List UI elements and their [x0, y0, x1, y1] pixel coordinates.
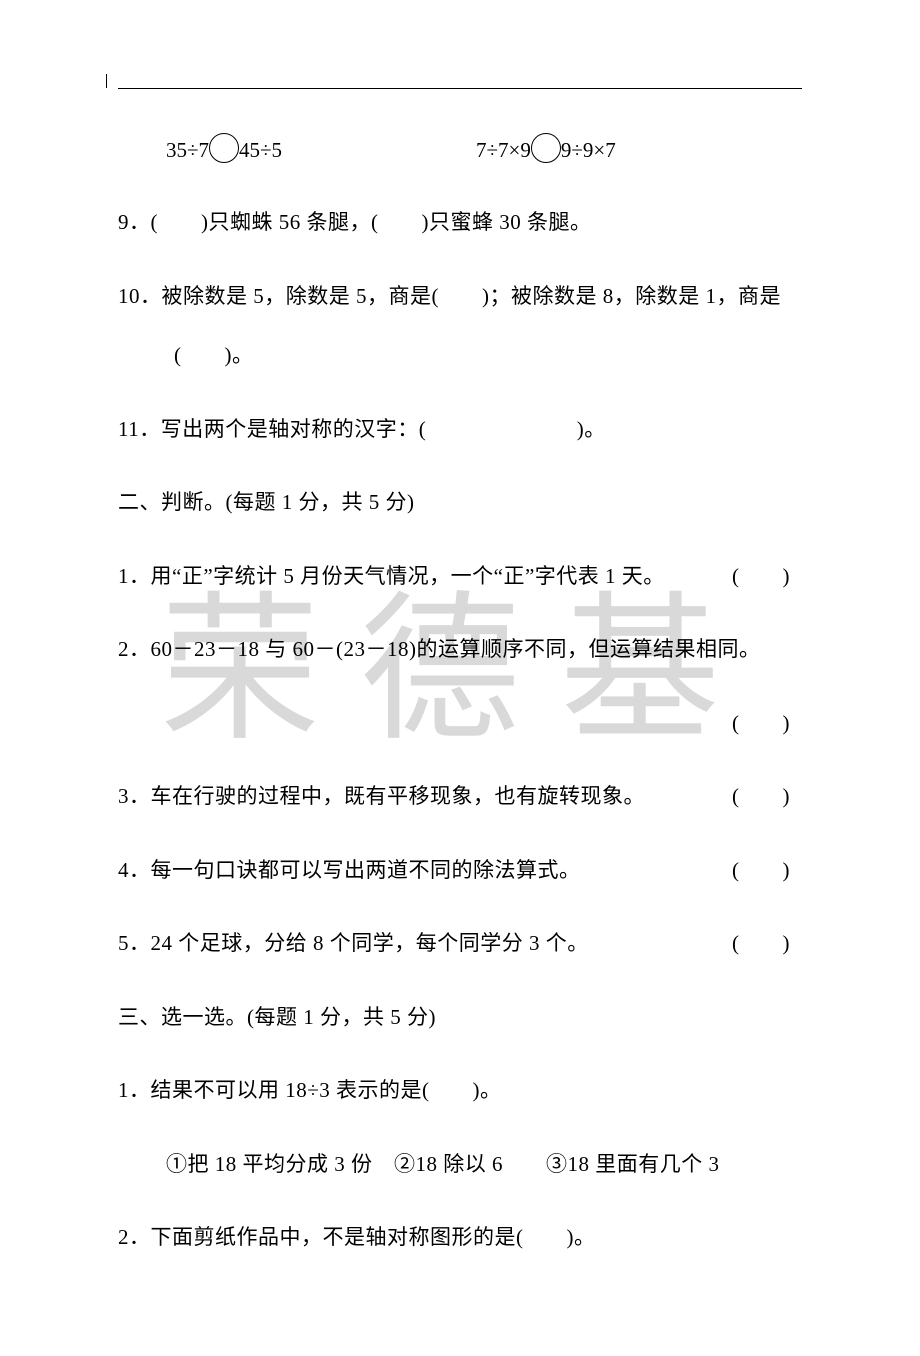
question-9: 9．( )只蜘蛛 56 条腿，( )只蜜蜂 30 条腿。: [118, 207, 802, 239]
section-3-heading: 三、选一选。(每题 1 分，共 5 分): [118, 1002, 802, 1034]
s2-q1-text: 1．用“正”字统计 5 月份天气情况，一个“正”字代表 1 天。: [118, 561, 732, 593]
s2-question-3: 3．车在行驶的过程中，既有平移现象，也有旋转现象。 ( ): [118, 781, 802, 813]
s2-q2-text: 2．60－23－18 与 60－(23－18)的运算顺序不同，但运算结果相同。: [118, 634, 802, 666]
s2-question-5: 5．24 个足球，分给 8 个同学，每个同学分 3 个。 ( ): [118, 928, 802, 960]
s2-q1-paren: ( ): [732, 561, 802, 593]
s2-q5-text: 5．24 个足球，分给 8 个同学，每个同学分 3 个。: [118, 928, 732, 960]
question-10-line2: ( )。: [118, 340, 802, 372]
s2-question-2-paren-row: ( ): [118, 708, 802, 740]
comparison-row: 35÷7 45÷5 7÷7×9 9÷9×7: [118, 135, 802, 165]
expr-left-b: 45÷5: [239, 138, 282, 163]
page-top-rule: [118, 88, 802, 89]
s2-q2-paren: ( ): [732, 708, 802, 740]
comparison-right: 7÷7×9 9÷9×7: [476, 135, 616, 165]
s2-q5-paren: ( ): [732, 928, 802, 960]
question-10-line1: 10．被除数是 5，除数是 5，商是( )；被除数是 8，除数是 1，商是: [118, 281, 802, 313]
s3-question-1: 1．结果不可以用 18÷3 表示的是( )。: [118, 1075, 802, 1107]
question-11: 11．写出两个是轴对称的汉字：( )。: [118, 414, 802, 446]
s2-q3-text: 3．车在行驶的过程中，既有平移现象，也有旋转现象。: [118, 781, 732, 813]
s2-q3-paren: ( ): [732, 781, 802, 813]
expr-right-b: 9÷9×7: [561, 138, 616, 163]
s3-q1-options: ①把 18 平均分成 3 份 ②18 除以 6 ③18 里面有几个 3: [118, 1149, 802, 1181]
section-2-heading: 二、判断。(每题 1 分，共 5 分): [118, 487, 802, 519]
s3-question-2: 2．下面剪纸作品中，不是轴对称图形的是( )。: [118, 1222, 802, 1254]
s2-q4-text: 4．每一句口诀都可以写出两道不同的除法算式。: [118, 855, 732, 887]
compare-circle-icon: [531, 133, 561, 163]
document-content: 35÷7 45÷5 7÷7×9 9÷9×7 9．( )只蜘蛛 56 条腿，( )…: [118, 95, 802, 1254]
s2-question-4: 4．每一句口诀都可以写出两道不同的除法算式。 ( ): [118, 855, 802, 887]
page-corner-tick: [106, 74, 107, 88]
s2-q4-paren: ( ): [732, 855, 802, 887]
comparison-left: 35÷7 45÷5: [166, 135, 476, 165]
compare-circle-icon: [209, 133, 239, 163]
expr-right-a: 7÷7×9: [476, 138, 531, 163]
spacer: [118, 708, 732, 740]
expr-left-a: 35÷7: [166, 138, 209, 163]
s2-question-1: 1．用“正”字统计 5 月份天气情况，一个“正”字代表 1 天。 ( ): [118, 561, 802, 593]
